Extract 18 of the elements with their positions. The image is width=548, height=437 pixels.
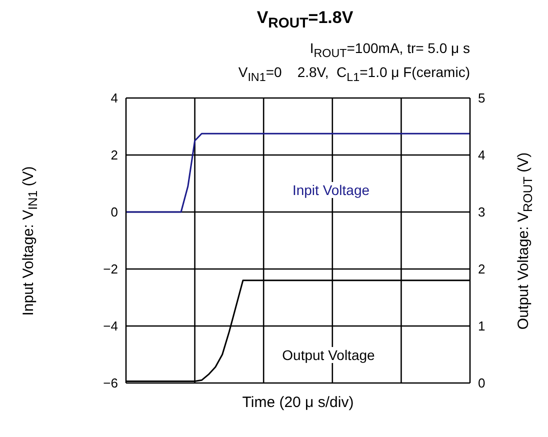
y-tick-label: 0 [110, 204, 118, 220]
chart-title: V$_{ROUT}$=1.8V [256, 8, 354, 32]
line-series [125, 132, 471, 213]
y2-tick-label: 4 [478, 148, 486, 163]
text: Inpit Voltage [292, 182, 370, 198]
y-tick-label: 2 [110, 148, 118, 163]
y2-tick-label: 1 [478, 318, 486, 334]
y2-tick-label: 0 [478, 376, 486, 391]
text: Output Voltage [282, 347, 375, 363]
y2-tick-label: 3 [478, 204, 486, 220]
y-tick-label: 4 [110, 90, 118, 106]
y-tick-label: −4 [103, 318, 118, 334]
text: I$_{ROUT}$=100mA, tr= 5.0 μ s V$_{IN1}$=0 2.8V, C$_{L1}$=1.0 μ F(ceramic) [238, 40, 470, 84]
y2-tick-label: 5 [478, 90, 486, 106]
y2-tick-label: 2 [478, 262, 486, 277]
x-axis-title: Time (20 μ s/div) [241, 394, 355, 411]
y-tick-label: −6 [103, 376, 118, 391]
y-tick-label: −2 [103, 262, 118, 277]
